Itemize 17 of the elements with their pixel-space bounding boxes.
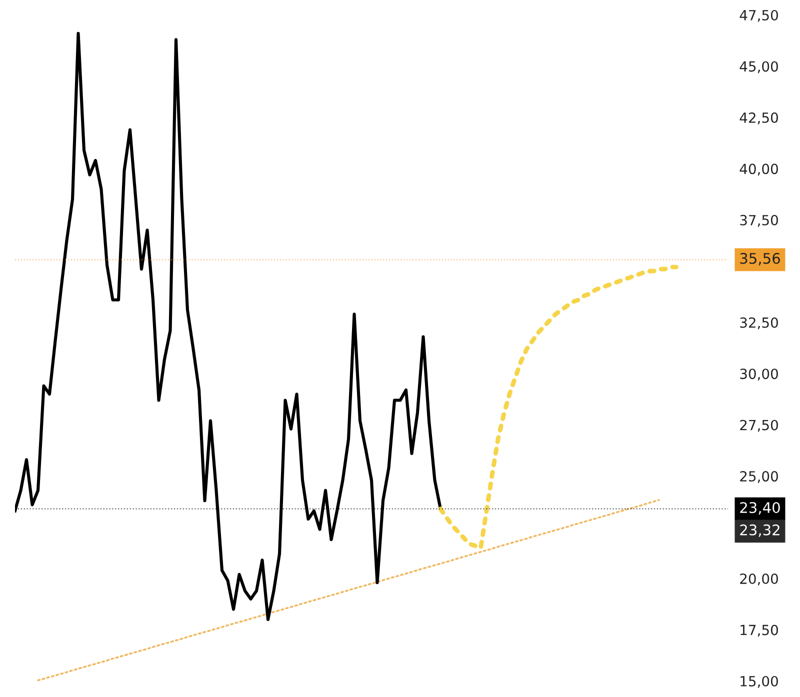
y-tick-label: 45,00	[740, 61, 778, 74]
line-series	[37, 499, 660, 681]
ref-line-label: 35,56	[740, 252, 780, 266]
y-tick-label: 40,00	[740, 164, 778, 176]
line-series	[438, 264, 678, 550]
y-tick-label: 42,50	[740, 112, 778, 124]
y-tick-label: 25,00	[740, 471, 778, 483]
y-tick-label: 15,00	[740, 676, 778, 688]
text: 23,32	[740, 524, 780, 537]
y-tick-label: 30,00	[740, 368, 778, 381]
y-tick-label: 27,50	[740, 420, 778, 432]
ref-line-label: 23,40	[740, 502, 780, 515]
y-tick-label: 37,50	[740, 214, 778, 227]
y-tick-label: 20,00	[740, 574, 778, 586]
y-tick-label: 47,50	[740, 10, 778, 22]
y-tick-label: 17,50	[740, 624, 778, 637]
y-tick-label: 32,50	[740, 317, 778, 330]
